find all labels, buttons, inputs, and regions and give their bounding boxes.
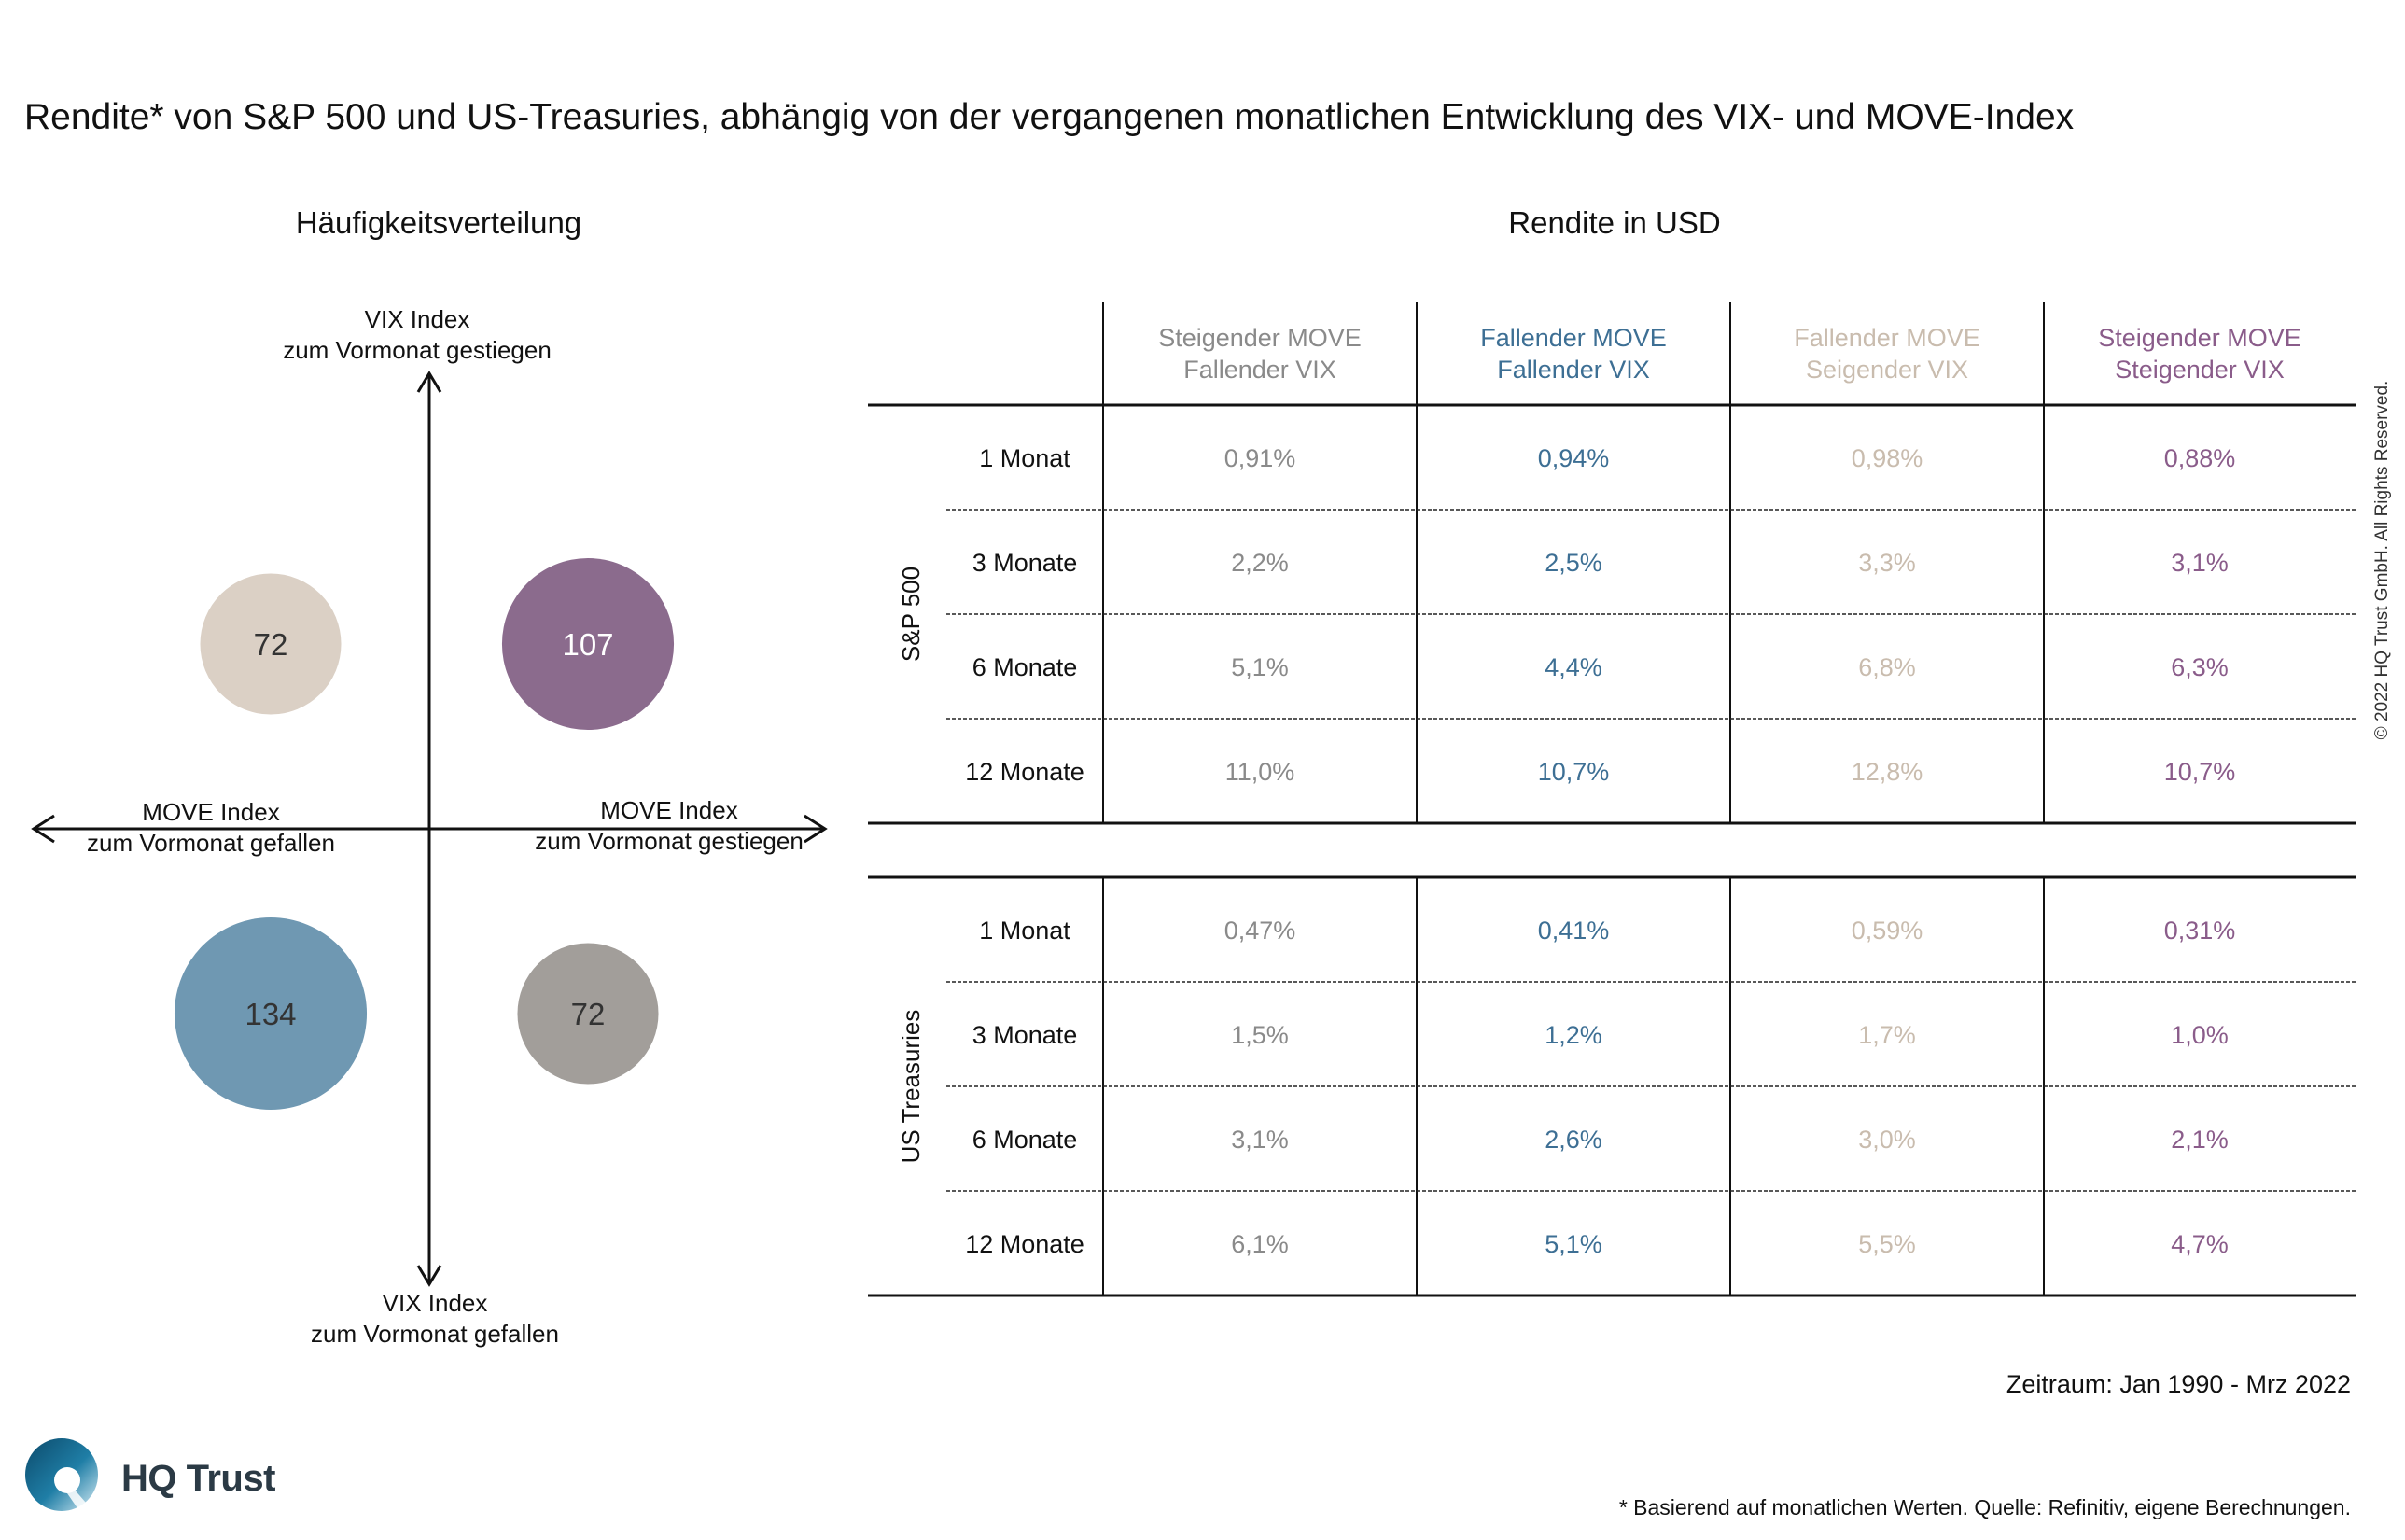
cell-0-2-1: 4,4% [1545, 653, 1602, 681]
row-label-1-1: 3 Monate [972, 1021, 1078, 1049]
bubble-2 [174, 917, 368, 1111]
vix-up-arrow-icon [416, 371, 442, 393]
bubble-1 [501, 557, 675, 731]
source-footnote: * Basierend auf monatlichen Werten. Quel… [1618, 1495, 2351, 1519]
cell-0-3-0: 11,0% [1225, 758, 1295, 786]
bubble-label-1: 107 [562, 627, 613, 662]
row-label-1-2: 6 Monate [972, 1126, 1078, 1154]
column-header-1-line2: Fallender VIX [1497, 356, 1650, 384]
row-label-1-0: 1 Monat [979, 917, 1070, 945]
column-header-0-line1: Steigender MOVE [1158, 324, 1362, 352]
move-left-label: MOVE Index zum Vormonat gefallen [43, 797, 379, 859]
hq-trust-logo-icon [25, 1438, 99, 1518]
cell-0-1-2: 3,3% [1858, 549, 1916, 577]
cell-1-3-1: 5,1% [1545, 1230, 1602, 1258]
cell-1-1-0: 1,5% [1231, 1021, 1289, 1049]
vix-up-label-line1: VIX Index [364, 305, 470, 333]
bubble-label-0: 72 [254, 627, 288, 662]
bubble-label-2: 134 [245, 997, 296, 1031]
returns-table: Steigender MOVE Fallender VIX Fallender MO… [868, 302, 2356, 1297]
return-heading: Rendite in USD [1508, 205, 1721, 240]
cell-0-3-1: 10,7% [1538, 758, 1610, 786]
cell-0-2-2: 6,8% [1858, 653, 1916, 681]
row-label-0-1: 3 Monate [972, 549, 1078, 577]
copyright-note: © 2022 HQ Trust GmbH. All Rights Reserve… [2372, 380, 2392, 740]
cell-1-0-1: 0,41% [1538, 917, 1610, 945]
column-header-3-line2: Steigender VIX [2115, 356, 2285, 384]
cell-0-0-3: 0,88% [2164, 444, 2236, 472]
move-right-label: MOVE Index zum Vormonat gestiegen [501, 795, 837, 857]
cell-1-1-2: 1,7% [1858, 1021, 1916, 1049]
cell-1-1-1: 1,2% [1545, 1021, 1602, 1049]
move-left-arrow-icon [31, 814, 55, 844]
bubble-0 [200, 573, 342, 715]
column-header-2-line1: Fallender MOVE [1794, 324, 1980, 352]
vix-up-label: VIX Index zum Vormonat gestiegen [231, 304, 604, 366]
vix-down-label-line2: zum Vormonat gefallen [311, 1320, 559, 1348]
cell-0-2-0: 5,1% [1231, 653, 1289, 681]
column-header-2-line2: Seigender VIX [1806, 356, 1968, 384]
move-right-label-line1: MOVE Index [600, 796, 738, 824]
bubble-group: 72 107 134 72 [174, 557, 675, 1111]
cell-0-1-3: 3,1% [2171, 549, 2229, 577]
page-title: Rendite* von S&P 500 und US-Treasuries, … [24, 97, 2075, 137]
vix-down-label: VIX Index zum Vormonat gefallen [248, 1288, 622, 1350]
group-label-1: US Treasuries [897, 1010, 925, 1164]
vix-down-label-line1: VIX Index [382, 1289, 488, 1317]
vix-down-arrow-icon [416, 1265, 442, 1287]
frequency-heading: Häufigkeitsverteilung [295, 205, 582, 240]
bubble-3 [517, 943, 659, 1085]
column-header-3-line1: Steigender MOVE [2098, 324, 2301, 352]
cell-1-2-1: 2,6% [1545, 1126, 1602, 1154]
cell-1-2-2: 3,0% [1858, 1126, 1916, 1154]
cell-0-0-1: 0,94% [1538, 444, 1610, 472]
move-right-arrow-icon [804, 814, 828, 844]
cell-1-1-3: 1,0% [2171, 1021, 2229, 1049]
column-header-1-line1: Fallender MOVE [1480, 324, 1667, 352]
row-label-0-3: 12 Monate [965, 758, 1084, 786]
row-label-0-2: 6 Monate [972, 653, 1078, 681]
cell-1-2-0: 3,1% [1231, 1126, 1289, 1154]
cell-1-3-2: 5,5% [1858, 1230, 1916, 1258]
column-header-0-line2: Fallender VIX [1183, 356, 1336, 384]
bubble-label-3: 72 [571, 997, 606, 1031]
row-label-0-0: 1 Monat [979, 444, 1070, 472]
cell-0-2-3: 6,3% [2171, 653, 2229, 681]
cell-0-3-2: 12,8% [1852, 758, 1923, 786]
cell-1-0-2: 0,59% [1852, 917, 1923, 945]
move-right-label-line2: zum Vormonat gestiegen [535, 827, 804, 855]
cell-0-1-1: 2,5% [1545, 549, 1602, 577]
cell-0-1-0: 2,2% [1231, 549, 1289, 577]
logo-wordmark: HQ Trust [121, 1458, 275, 1499]
cell-1-0-3: 0,31% [2164, 917, 2236, 945]
row-label-1-3: 12 Monate [965, 1230, 1084, 1258]
cell-1-3-3: 4,7% [2171, 1230, 2229, 1258]
cell-0-0-2: 0,98% [1852, 444, 1923, 472]
cell-1-2-3: 2,1% [2171, 1126, 2229, 1154]
move-left-label-line2: zum Vormonat gefallen [87, 829, 335, 857]
quadrant-axes [31, 371, 828, 1287]
cell-0-0-0: 0,91% [1224, 444, 1296, 472]
group-label-0: S&P 500 [897, 567, 925, 662]
period-note: Zeitraum: Jan 1990 - Mrz 2022 [2006, 1370, 2351, 1398]
vix-up-label-line2: zum Vormonat gestiegen [283, 336, 552, 364]
cell-0-3-3: 10,7% [2164, 758, 2236, 786]
move-left-label-line1: MOVE Index [142, 798, 280, 826]
cell-1-3-0: 6,1% [1231, 1230, 1289, 1258]
quadrant-chart: 72 107 134 72 [31, 371, 828, 1287]
cell-1-0-0: 0,47% [1224, 917, 1296, 945]
